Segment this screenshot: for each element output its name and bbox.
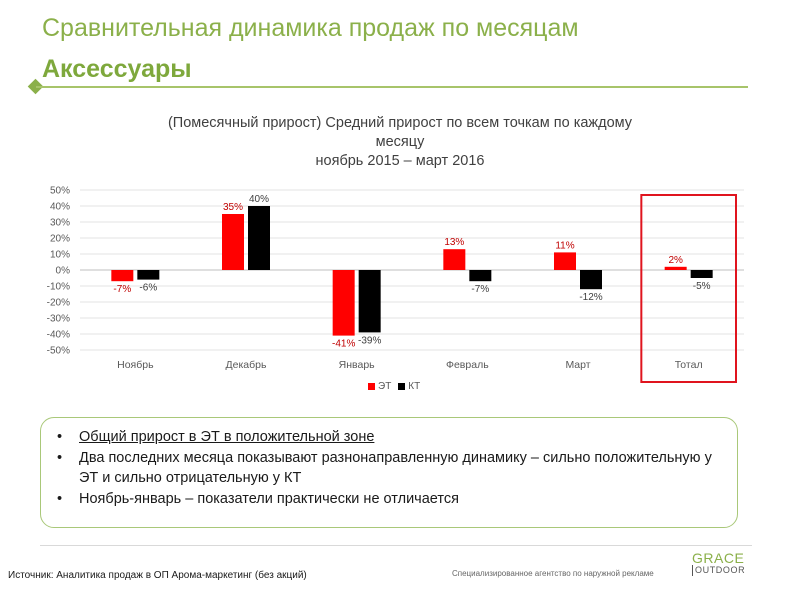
legend-label-kt: КТ bbox=[408, 381, 421, 392]
data-label-kt: -39% bbox=[358, 335, 381, 346]
bar-et bbox=[443, 249, 466, 270]
summary-item-3: Ноябрь-январь – показатели практически н… bbox=[55, 489, 723, 510]
bar-kt bbox=[137, 270, 160, 280]
x-category-label: Февраль bbox=[446, 359, 489, 371]
legend-swatch-kt bbox=[398, 383, 406, 390]
y-tick-label: -30% bbox=[47, 314, 70, 325]
x-category-label: Март bbox=[565, 359, 590, 371]
x-category-label: Январь bbox=[339, 359, 376, 371]
slide-subtitle: Аксессуары bbox=[42, 55, 192, 83]
summary-item-1-text: Общий прирост в ЭТ в положительной зоне bbox=[79, 429, 375, 445]
chart-title-line-1: (Помесячный прирост) Средний прирост по … bbox=[167, 115, 633, 131]
summary-list: Общий прирост в ЭТ в положительной зоне … bbox=[55, 427, 723, 509]
summary-item-2: Два последних месяца показывают разнонап… bbox=[55, 448, 723, 489]
source-note: Источник: Аналитика продаж в ОП Арома-ма… bbox=[8, 570, 307, 581]
slide-title: Сравнительная динамика продаж по месяцам bbox=[42, 14, 579, 42]
agency-tagline: Специализированное агентство по наружной… bbox=[452, 569, 654, 578]
data-label-kt: -7% bbox=[471, 284, 489, 295]
y-tick-label: -40% bbox=[47, 330, 70, 341]
summary-box: Общий прирост в ЭТ в положительной зоне … bbox=[40, 417, 738, 528]
data-label-kt: -5% bbox=[693, 281, 711, 292]
data-label-et: 11% bbox=[555, 240, 574, 251]
y-tick-label: 0% bbox=[56, 266, 71, 277]
x-category-label: Ноябрь bbox=[117, 359, 154, 371]
y-tick-label: 50% bbox=[50, 186, 70, 197]
y-tick-label: -50% bbox=[47, 346, 70, 357]
x-category-label: Декабрь bbox=[226, 359, 267, 371]
chart-legend: ЭТ КТ bbox=[368, 381, 423, 392]
bar-chart: 50% 40% 30% 20% 10% 0% -10% -20% -30% -40% -50% Ноя… bbox=[47, 186, 744, 383]
y-tick-label: 30% bbox=[50, 218, 70, 229]
y-tick-label: -10% bbox=[47, 282, 70, 293]
y-tick-label: 40% bbox=[50, 202, 70, 213]
data-label-et: -41% bbox=[332, 339, 355, 350]
data-label-et: -7% bbox=[113, 284, 131, 295]
bar-kt bbox=[469, 270, 492, 282]
bar-et bbox=[222, 214, 244, 270]
title-rule bbox=[36, 86, 748, 88]
data-label-kt: -6% bbox=[139, 283, 157, 294]
logo-text-top: GRACE bbox=[692, 550, 745, 566]
x-category-label: Тотал bbox=[675, 359, 703, 371]
grace-outdoor-logo: GRACE OUTDOOR bbox=[692, 551, 752, 579]
summary-item-1: Общий прирост в ЭТ в положительной зоне bbox=[55, 427, 723, 448]
data-label-kt: 40% bbox=[249, 194, 269, 205]
bar-et bbox=[554, 252, 576, 270]
data-label-et: 2% bbox=[668, 255, 683, 266]
y-tick-label: 20% bbox=[50, 234, 70, 245]
legend-item-kt: КТ bbox=[398, 381, 420, 392]
legend-label-et: ЭТ bbox=[378, 381, 392, 392]
chart-title-line-3: ноябрь 2015 – март 2016 bbox=[315, 153, 485, 169]
legend-item-et: ЭТ bbox=[368, 381, 391, 392]
data-label-et: 35% bbox=[223, 202, 243, 213]
bar-kt bbox=[358, 270, 381, 333]
bar-et bbox=[664, 266, 687, 270]
bar-kt bbox=[580, 270, 602, 290]
bar-et bbox=[111, 270, 134, 282]
data-label-kt: -12% bbox=[579, 292, 602, 303]
bar-et bbox=[332, 270, 355, 336]
y-tick-label: 10% bbox=[50, 250, 70, 261]
footer-rule bbox=[40, 545, 752, 546]
chart-title-line-2: месяцу bbox=[375, 134, 425, 150]
logo-text-bottom: OUTDOOR bbox=[692, 565, 752, 576]
data-label-et: 13% bbox=[444, 237, 464, 248]
highlight-frame bbox=[640, 194, 737, 383]
legend-swatch-et bbox=[368, 383, 375, 390]
bar-kt bbox=[690, 270, 713, 278]
y-tick-label: -20% bbox=[47, 298, 70, 309]
bar-kt bbox=[248, 206, 270, 270]
chart-title: (Помесячный прирост) Средний прирост по … bbox=[100, 114, 700, 171]
